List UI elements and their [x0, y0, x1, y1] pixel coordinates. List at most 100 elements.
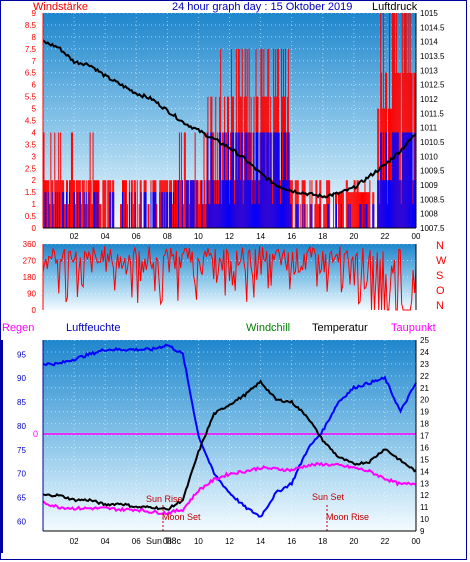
temperature-tick-label: 9: [420, 527, 425, 536]
pressure-tick-label: 1013.5: [420, 52, 445, 61]
temperature-panel: Sun Rise Sun Set Moon Set Moon Rise 9590…: [1, 336, 429, 553]
humidity-tick-label: 85: [17, 398, 26, 407]
pressure-line: [42, 39, 417, 199]
pressure-tick-label: 1014: [420, 38, 438, 47]
windchill-axis-title: Windchill: [246, 322, 290, 334]
temperature-tick-label: 19: [420, 408, 429, 417]
temperature-x-tick-label: 00: [412, 537, 421, 546]
pressure-tick-label: 1008.5: [420, 195, 445, 204]
temperature-tick-label: 21: [420, 384, 429, 393]
pressure-tick-label: 1010: [420, 152, 438, 161]
temperature-tick-label: 18: [420, 420, 429, 429]
wind-x-tick-label: 08: [163, 232, 172, 241]
temperature-x-tick-label: 22: [380, 537, 389, 546]
direction-tick-label: 90: [27, 290, 36, 299]
temperature-tick-label: 15: [420, 455, 429, 464]
temperature-tick-label: 25: [420, 336, 429, 345]
temperature-tick-label: 23: [420, 360, 429, 369]
humidity-tick-label: 70: [17, 470, 26, 479]
wind-tick-label: 1: [32, 200, 37, 209]
temperature-tick-label: 13: [420, 479, 429, 488]
wind-tick-label: 3.5: [25, 140, 37, 149]
temperature-axis-title: Temperatur: [312, 322, 368, 334]
compass-label: N: [436, 300, 444, 312]
humidity-tick-label: 65: [17, 494, 26, 503]
wind-right-ticks: 1015 1014.5 1014 1013.5 1013 1012.5 1012 1011.5…: [420, 9, 445, 233]
temperature-tick-label: 12: [420, 491, 429, 500]
pressure-tick-label: 1010.5: [420, 138, 445, 147]
temperature-tick-label: 10: [420, 515, 429, 524]
direction-tick-label: 0: [32, 306, 37, 315]
pressure-tick-label: 1014.5: [420, 23, 445, 32]
humidity-tick-label: 60: [17, 517, 26, 526]
pressure-tick-label: 1015: [420, 9, 438, 18]
wind-tick-label: 9: [32, 9, 37, 18]
temperature-tick-label: 20: [420, 396, 429, 405]
wind-tick-label: 4.5: [25, 117, 37, 126]
pressure-axis-title: Luftdruck: [372, 1, 418, 13]
compass-label: N: [436, 240, 444, 252]
wind-x-tick-label: 02: [70, 232, 79, 241]
pressure-tick-label: 1011.5: [420, 109, 444, 118]
humidity-tick-label: 90: [17, 374, 26, 383]
temperature-plot-area: [43, 340, 416, 531]
wind-panel: 9 8.5 8 7.5 7 6.5 6 5.5 5 4.5 4 3.5 3 2.5 2 1.5 1 0.5 0 10…: [25, 9, 445, 241]
humidity-tick-label: 75: [17, 446, 26, 455]
wind-tick-label: 5.5: [25, 93, 37, 102]
pressure-tick-label: 1009.5: [420, 167, 445, 176]
temperature-tick-label: 14: [420, 467, 429, 476]
temperature-tick-label: 22: [420, 372, 429, 381]
direction-left-ticks: 360 270 180 90 0: [23, 240, 37, 315]
pressure-tick-label: 1011: [420, 124, 438, 133]
wind-left-ticks: 9 8.5 8 7.5 7 6.5 6 5.5 5 4.5 4 3.5 3 2.5 2 1.5 1 0.5 0: [25, 9, 37, 233]
wind-tick-label: 5: [32, 105, 37, 114]
temperature-x-tick-label: 20: [349, 537, 358, 546]
wind-tick-label: 7: [32, 57, 37, 66]
wind-x-tick-label: 18: [318, 232, 327, 241]
direction-tick-label: 360: [23, 240, 37, 249]
humidity-line: [42, 343, 417, 518]
pressure-tick-label: 1009: [420, 181, 438, 190]
temperature-x-tick-label: 06: [132, 537, 141, 546]
temperature-x-tick-label: 12: [225, 537, 234, 546]
wind-tick-label: 7.5: [25, 45, 37, 54]
wind-x-tick-label: 16: [287, 232, 296, 241]
compass-label: O: [436, 285, 445, 297]
pressure-tick-label: 1007.5: [420, 224, 445, 233]
temperature-x-tick-label: 08: [163, 537, 172, 546]
pressure-tick-label: 1012.5: [420, 81, 445, 90]
dewpoint-axis-title: Taupunkt: [391, 322, 436, 334]
temperature-line: [42, 379, 417, 511]
moon-rise-label: Moon Rise: [326, 512, 369, 522]
rain-axis-title: Regen: [2, 322, 34, 334]
humidity-tick-label: 95: [17, 350, 26, 359]
wind-x-ticks: 02 04 06 08 10 12 14 16 18 20 22 00: [70, 232, 421, 241]
wind-tick-label: 8: [32, 33, 37, 42]
temperature-tick-label: 24: [420, 348, 429, 357]
wind-tick-label: 6.5: [25, 69, 37, 78]
temperature-x-tick-label: 14: [256, 537, 265, 546]
compass-label: W: [436, 255, 447, 267]
temperature-x-tick-label: 10: [194, 537, 203, 546]
sun-rise-label: Sun Rise: [146, 494, 183, 504]
wind-tick-label: 2.5: [25, 164, 37, 173]
pressure-tick-label: 1012: [420, 95, 438, 104]
sun-time-clipped-label: Sun Ti8c: [146, 536, 182, 546]
direction-tick-label: 270: [23, 257, 37, 266]
temperature-x-tick-label: 18: [318, 537, 327, 546]
temperature-tick-label: 17: [420, 432, 429, 441]
direction-tick-label: 180: [23, 273, 37, 282]
sun-set-label: Sun Set: [312, 492, 345, 502]
wind-x-tick-label: 00: [412, 232, 421, 241]
wind-tick-label: 4: [32, 128, 37, 137]
wind-bars: [42, 13, 416, 228]
wind-x-tick-label: 06: [132, 232, 141, 241]
wind-x-tick-label: 04: [101, 232, 110, 241]
temperature-x-tick-label: 04: [101, 537, 110, 546]
wind-tick-label: 0.5: [25, 212, 37, 221]
rain-zero-tick: 0: [33, 429, 38, 439]
